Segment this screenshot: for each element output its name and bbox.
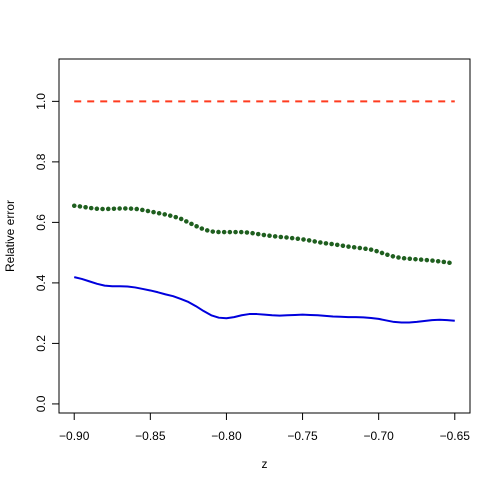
y-axis-title: Relative error (3, 200, 17, 272)
y-tick-label: 0.2 (34, 335, 48, 352)
series-line-solid (73, 276, 455, 324)
series-line-dotted (71, 203, 458, 267)
x-axis: −0.90 −0.85 −0.80 −0.75 −0.70 −0.65 (59, 412, 471, 443)
x-tick-label: −0.70 (363, 429, 394, 443)
x-tick-label: −0.75 (287, 429, 318, 443)
y-tick-label: 0.4 (34, 274, 48, 291)
x-tick-label: −0.85 (135, 429, 166, 443)
series-layer (71, 100, 458, 324)
y-tick-label: 0.0 (34, 395, 48, 412)
x-tick-label: −0.80 (211, 429, 242, 443)
x-tick-label: −0.65 (440, 429, 471, 443)
y-tick-label: 1.0 (34, 93, 48, 110)
x-tick-label: −0.90 (59, 429, 90, 443)
y-tick-label: 0.8 (34, 153, 48, 170)
x-axis-title: z (262, 457, 268, 471)
y-axis: 0.0 0.2 0.4 0.6 0.8 1.0 (34, 93, 60, 412)
y-tick-label: 0.6 (34, 214, 48, 231)
